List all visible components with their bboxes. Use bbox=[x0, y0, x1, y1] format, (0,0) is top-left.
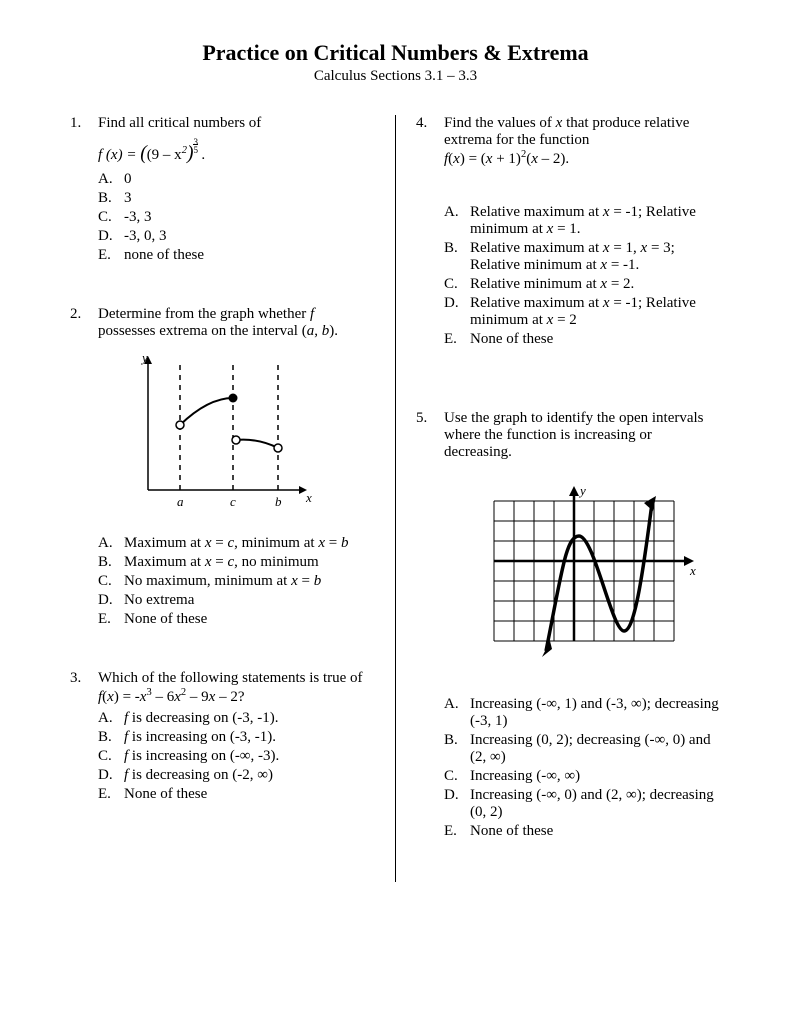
q5-number: 5. bbox=[416, 410, 444, 842]
q4-e-letter: E. bbox=[444, 331, 470, 348]
q5-prompt: Use the graph to identify the open inter… bbox=[444, 410, 721, 461]
page-title: Practice on Critical Numbers & Extrema bbox=[50, 40, 741, 66]
q3-d-letter: D. bbox=[98, 767, 124, 784]
q2-graph: y x a c b bbox=[118, 350, 375, 525]
q5-b-text: Increasing (0, 2); decreasing (-∞, 0) an… bbox=[470, 732, 721, 766]
page-header: Practice on Critical Numbers & Extrema C… bbox=[50, 40, 741, 85]
q5-choices: A.Increasing (-∞, 1) and (-3, ∞); decrea… bbox=[444, 696, 721, 840]
question-2: 2. Determine from the graph whether f po… bbox=[70, 306, 375, 630]
q5-a-letter: A. bbox=[444, 696, 470, 730]
q5-graph: x y bbox=[484, 481, 721, 666]
q2-c-text: No maximum, minimum at x = b bbox=[124, 573, 375, 590]
q1-b-letter: B. bbox=[98, 190, 124, 207]
q1-f-paren: (9 – x bbox=[147, 147, 182, 163]
q1-prompt: Find all critical numbers of bbox=[98, 115, 375, 132]
q4-prompt: Find the values of x that produce relati… bbox=[444, 115, 721, 149]
q3-choices: A.f is decreasing on (-3, -1). B.f is in… bbox=[98, 710, 375, 803]
q2-a-label: a bbox=[177, 494, 184, 509]
question-4: 4. Find the values of x that produce rel… bbox=[416, 115, 721, 350]
q2-prompt: Determine from the graph whether f posse… bbox=[98, 306, 375, 340]
page-subtitle: Calculus Sections 3.1 – 3.3 bbox=[50, 68, 741, 85]
q4-number: 4. bbox=[416, 115, 444, 350]
q1-e: none of these bbox=[124, 247, 375, 264]
q5-b-letter: B. bbox=[444, 732, 470, 766]
q5-y-label: y bbox=[578, 483, 586, 498]
q2-d-letter: D. bbox=[98, 592, 124, 609]
q2-graph-svg: y x a c b bbox=[118, 350, 318, 520]
q2-p3: ). bbox=[329, 323, 338, 339]
q1-c-letter: C. bbox=[98, 209, 124, 226]
q4-b-letter: B. bbox=[444, 240, 470, 274]
q2-p2: possesses extrema on the interval ( bbox=[98, 323, 307, 339]
q3-a-letter: A. bbox=[98, 710, 124, 727]
q3-b-letter: B. bbox=[98, 729, 124, 746]
question-3: 3. Which of the following statements is … bbox=[70, 670, 375, 805]
q4-a-text: Relative maximum at x = -1; Relative min… bbox=[470, 204, 721, 238]
q4-c-letter: C. bbox=[444, 276, 470, 293]
q2-c-label: c bbox=[230, 494, 236, 509]
q4-c-text: Relative minimum at x = 2. bbox=[470, 276, 721, 293]
q4-d-letter: D. bbox=[444, 295, 470, 329]
q3-d-text: f is decreasing on (-2, ∞) bbox=[124, 767, 375, 784]
q5-c-letter: C. bbox=[444, 768, 470, 785]
q2-p1: Determine from the graph whether bbox=[98, 306, 310, 322]
q5-x-label: x bbox=[689, 563, 696, 578]
q3-b-text: f is increasing on (-3, -1). bbox=[124, 729, 375, 746]
q2-y-label: y bbox=[140, 350, 148, 365]
left-column: 1. Find all critical numbers of f (x) = … bbox=[50, 115, 395, 882]
question-5: 5. Use the graph to identify the open in… bbox=[416, 410, 721, 842]
question-1: 1. Find all critical numbers of f (x) = … bbox=[70, 115, 375, 266]
q4-choices: A.Relative maximum at x = -1; Relative m… bbox=[444, 204, 721, 348]
q5-d-text: Increasing (-∞, 0) and (2, ∞); decreasin… bbox=[470, 787, 721, 821]
q2-f: f bbox=[310, 306, 314, 322]
q1-d-letter: D. bbox=[98, 228, 124, 245]
q5-graph-svg: x y bbox=[484, 481, 704, 661]
q3-a-text: f is decreasing on (-3, -1). bbox=[124, 710, 375, 727]
q1-c: -3, 3 bbox=[124, 209, 375, 226]
q4-d-text: Relative maximum at x = -1; Relative min… bbox=[470, 295, 721, 329]
q4-b-text: Relative maximum at x = 1, x = 3; Relati… bbox=[470, 240, 721, 274]
q1-b: 3 bbox=[124, 190, 375, 207]
q3-c-text: f is increasing on (-∞, -3). bbox=[124, 748, 375, 765]
q3-number: 3. bbox=[70, 670, 98, 805]
q4-e-text: None of these bbox=[470, 331, 721, 348]
q1-a: 0 bbox=[124, 171, 375, 188]
q3-e-letter: E. bbox=[98, 786, 124, 803]
q2-e-letter: E. bbox=[98, 611, 124, 628]
q2-choices: A.Maximum at x = c, minimum at x = b B.M… bbox=[98, 535, 375, 628]
q3-c-letter: C. bbox=[98, 748, 124, 765]
q3-prompt: Which of the following statements is tru… bbox=[98, 670, 375, 706]
q2-a-text: Maximum at x = c, minimum at x = b bbox=[124, 535, 375, 552]
q1-formula: f (x) = ((9 – x2)35 . bbox=[98, 138, 375, 165]
q5-e-letter: E. bbox=[444, 823, 470, 840]
q2-c-letter: C. bbox=[98, 573, 124, 590]
right-column: 4. Find the values of x that produce rel… bbox=[396, 115, 741, 882]
q1-a-letter: A. bbox=[98, 171, 124, 188]
q2-b-letter: B. bbox=[98, 554, 124, 571]
q4-a-letter: A. bbox=[444, 204, 470, 238]
q5-e-text: None of these bbox=[470, 823, 721, 840]
content-columns: 1. Find all critical numbers of f (x) = … bbox=[50, 115, 741, 882]
q5-a-text: Increasing (-∞, 1) and (-3, ∞); decreasi… bbox=[470, 696, 721, 730]
q2-d-text: No extrema bbox=[124, 592, 375, 609]
q1-choices: A.0 B.3 C.-3, 3 D.-3, 0, 3 E.none of the… bbox=[98, 171, 375, 264]
q2-c: , bbox=[314, 323, 322, 339]
q1-d: -3, 0, 3 bbox=[124, 228, 375, 245]
q5-d-letter: D. bbox=[444, 787, 470, 821]
q1-f-prefix: f (x) = bbox=[98, 147, 140, 163]
q2-b-text: Maximum at x = c, no minimum bbox=[124, 554, 375, 571]
q1-f-end: . bbox=[198, 147, 206, 163]
q3-e-text: None of these bbox=[124, 786, 375, 803]
q5-c-text: Increasing (-∞, ∞) bbox=[470, 768, 721, 785]
q2-a-letter: A. bbox=[98, 535, 124, 552]
q2-e-text: None of these bbox=[124, 611, 375, 628]
q2-number: 2. bbox=[70, 306, 98, 630]
q1-e-letter: E. bbox=[98, 247, 124, 264]
q4-function: f(x) = (x + 1)2(x – 2). bbox=[444, 149, 721, 168]
q2-x-label: x bbox=[305, 490, 312, 505]
q2-b-label: b bbox=[275, 494, 282, 509]
q1-number: 1. bbox=[70, 115, 98, 266]
